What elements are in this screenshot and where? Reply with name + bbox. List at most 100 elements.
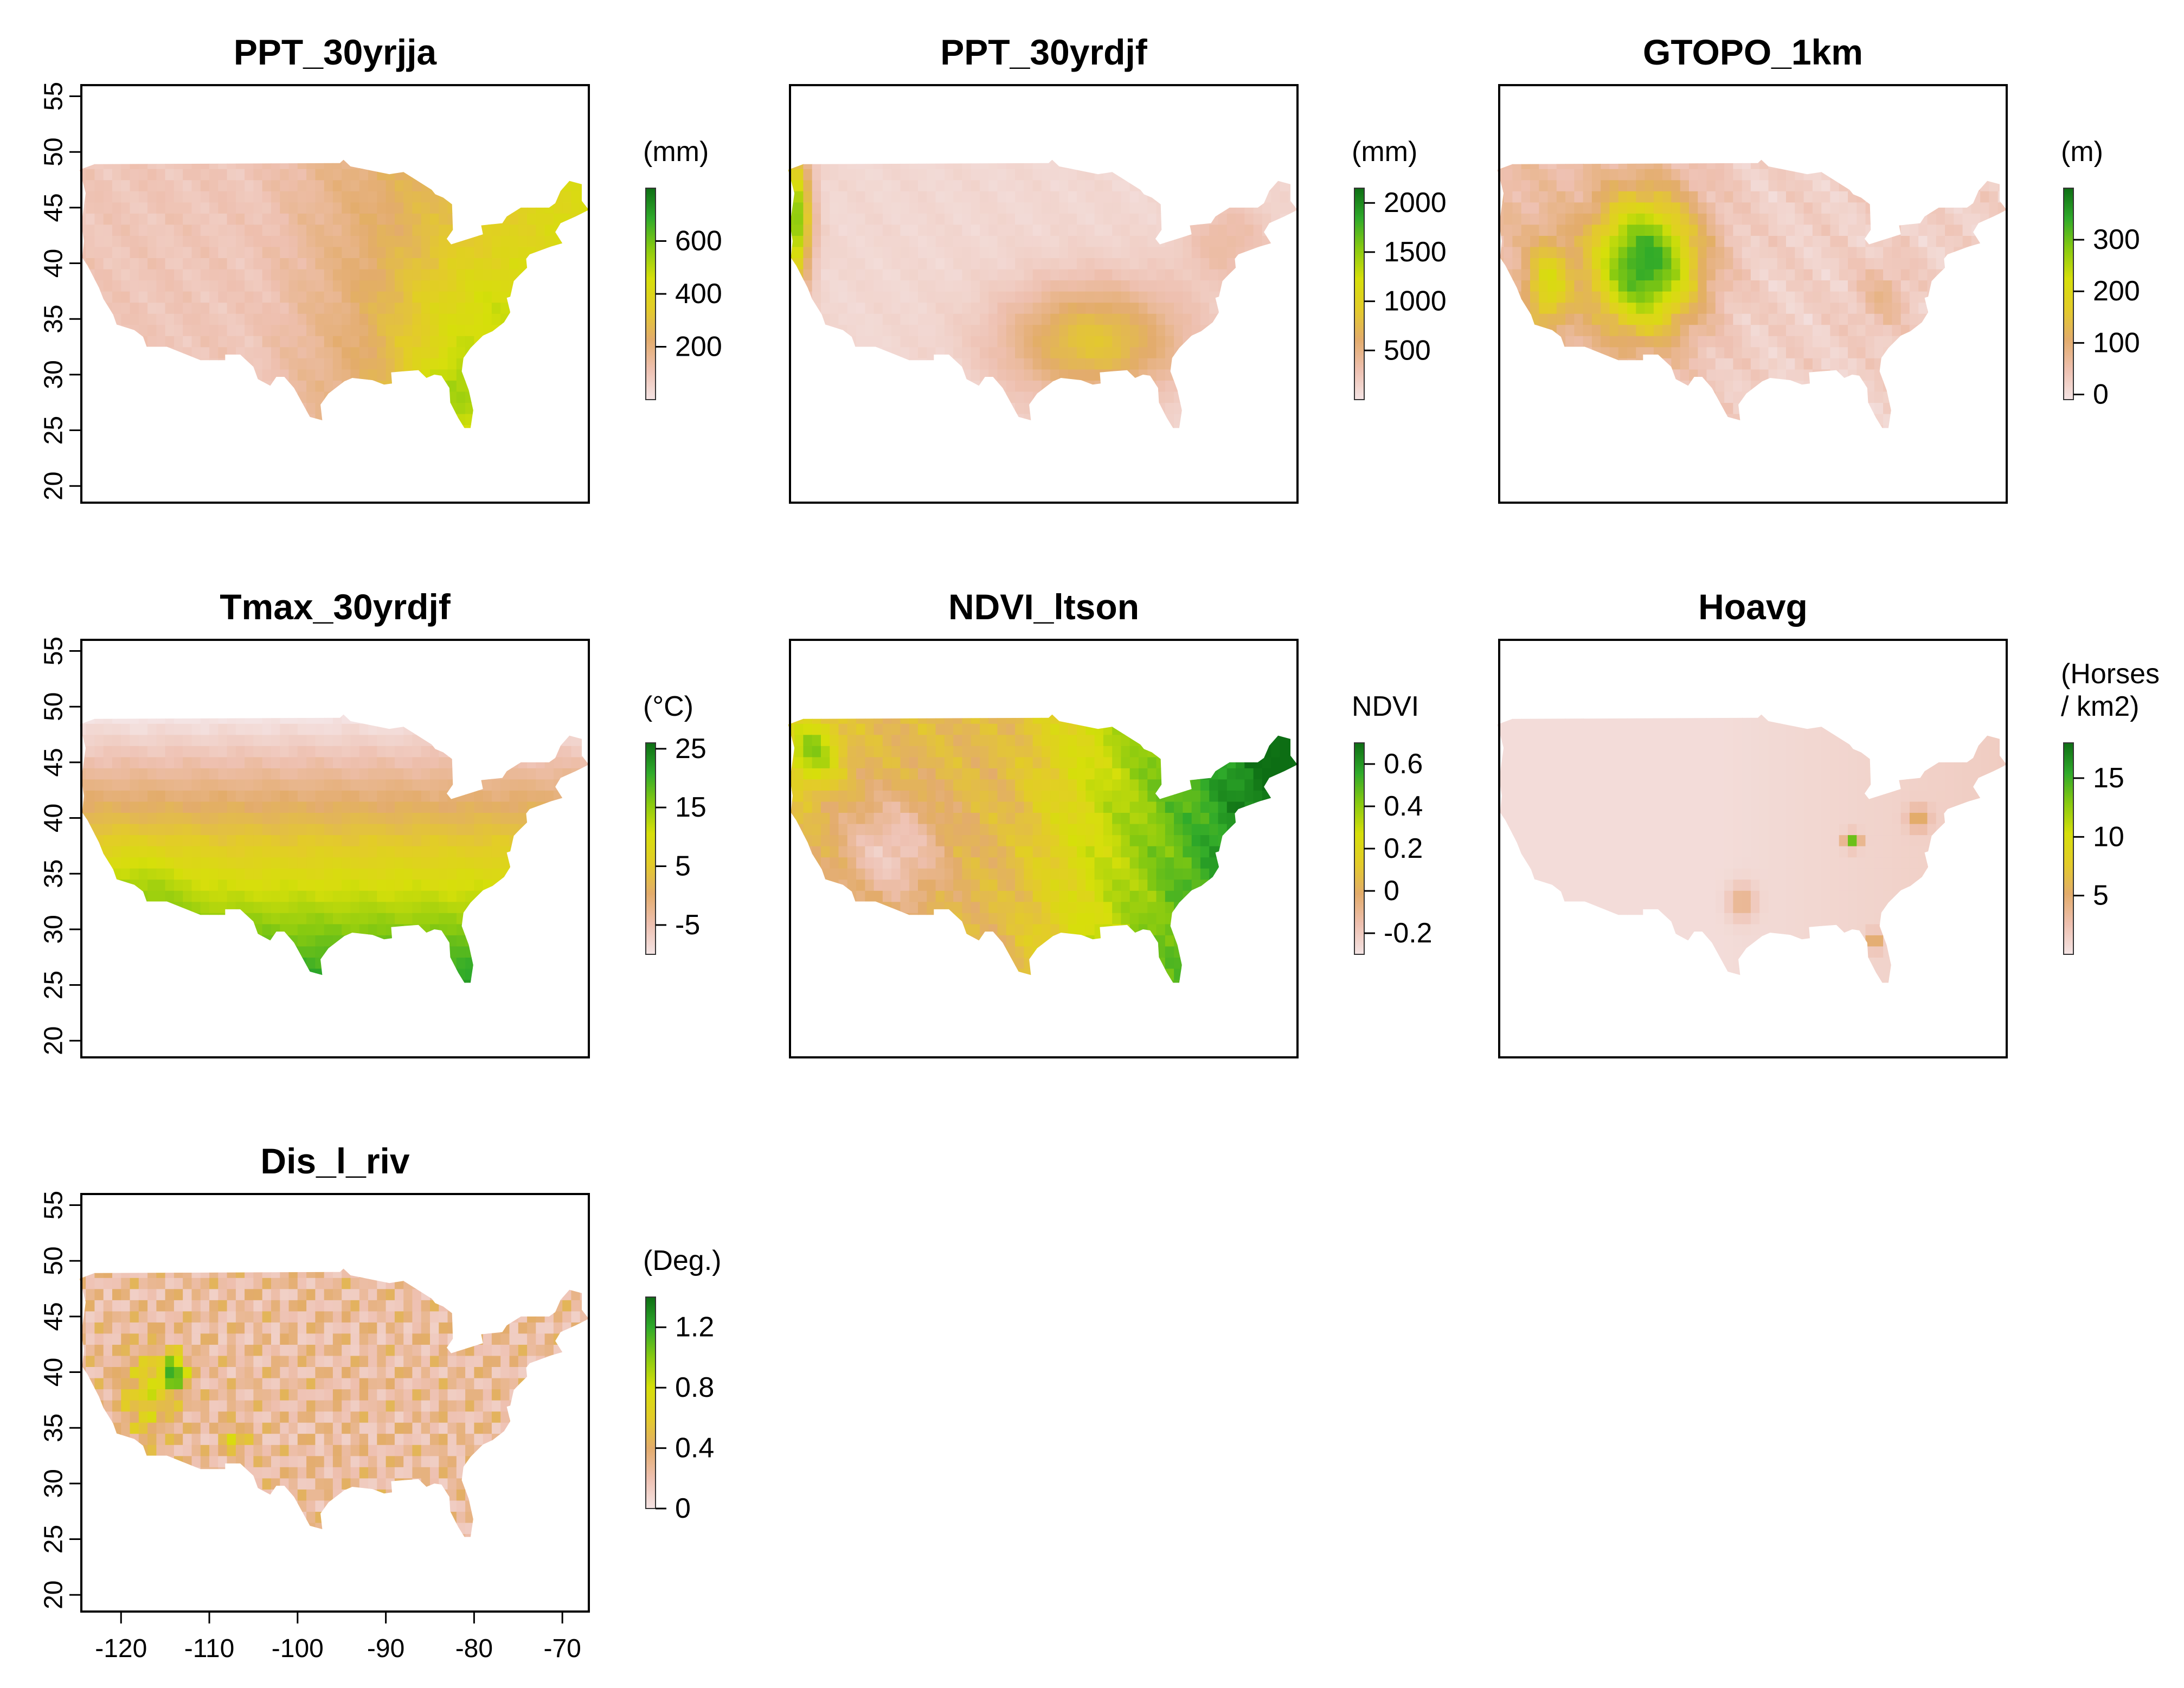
map-cell [803, 258, 813, 269]
map-cell [342, 191, 351, 203]
map-cell [1139, 369, 1148, 381]
map-cell [2007, 425, 2016, 436]
map-cell [1191, 213, 1201, 225]
map-cell [253, 202, 263, 214]
map-cell [138, 714, 148, 724]
map-cell [174, 823, 183, 836]
map-cell [350, 413, 360, 425]
map-cell [1698, 213, 1707, 225]
map-cell [1297, 425, 1307, 436]
map-cell [882, 224, 892, 236]
map-cell [103, 202, 113, 214]
map-cell [856, 159, 866, 169]
map-cell [971, 346, 980, 358]
map-cell [1059, 159, 1069, 169]
map-cell [1512, 224, 1522, 236]
map-cell [1191, 402, 1201, 414]
map-cell [147, 946, 157, 958]
map-cell [1601, 246, 1610, 258]
map-cell [156, 425, 166, 428]
map-cell [1918, 246, 1928, 258]
map-cell [865, 391, 875, 403]
map-cell [1236, 380, 1245, 392]
map-cell [1139, 246, 1148, 258]
map-cell [130, 280, 139, 292]
map-cell [1068, 380, 1077, 392]
map-cell [1777, 336, 1787, 348]
map-cell [1812, 235, 1822, 247]
map-cell [1191, 380, 1201, 392]
map-cell [1191, 313, 1201, 325]
map-cell [1821, 213, 1831, 225]
map-cell [1750, 246, 1760, 258]
map-cell [1980, 224, 1990, 236]
map-cell [456, 235, 466, 247]
map-cell [412, 258, 422, 269]
map-cell [1191, 235, 1201, 247]
map-cell [1618, 302, 1628, 314]
map-cell [1971, 425, 1981, 428]
map-cell [562, 268, 572, 281]
map-cell [262, 302, 272, 314]
map-cell [812, 380, 821, 392]
map-cell [1244, 258, 1254, 269]
map-cell [935, 159, 945, 169]
map-cell [1253, 246, 1263, 258]
map-cell [1945, 425, 1955, 428]
map-cell [1556, 246, 1566, 258]
map-cell [1839, 191, 1848, 203]
map-cell [218, 402, 228, 414]
map-cell [544, 224, 554, 236]
map-cell [359, 224, 369, 236]
map-cell [412, 291, 422, 303]
map-cell [368, 258, 378, 269]
map-cell [1059, 169, 1069, 181]
map-cell [165, 246, 175, 258]
map-cell [94, 179, 104, 191]
map-cell [927, 202, 936, 214]
map-cell [227, 923, 236, 935]
map-cell [1147, 159, 1157, 169]
y-tick-label: 55 [40, 82, 68, 111]
map-cell [386, 425, 395, 428]
map-cell [386, 358, 395, 370]
map-cell [971, 191, 980, 203]
map-cell [1565, 202, 1575, 214]
map-cell [1927, 258, 1937, 269]
map-cell [439, 302, 448, 314]
map-cell [1918, 291, 1928, 303]
map-cell [1271, 224, 1281, 236]
map-cell [962, 213, 972, 225]
map-cell [1662, 280, 1672, 292]
map-cell [245, 935, 254, 947]
map-cell [1271, 268, 1281, 281]
map-cell [209, 768, 219, 780]
map-cell [1244, 224, 1254, 236]
map-cell [86, 923, 95, 935]
map-cell [218, 768, 228, 780]
map-cell [1297, 191, 1307, 202]
map-cell [421, 191, 431, 203]
map-cell [1565, 246, 1575, 258]
map-cell [1244, 324, 1254, 336]
map-cell [456, 313, 466, 325]
map-cell [1547, 324, 1557, 336]
map-cell [1015, 246, 1025, 258]
map-cell [1609, 391, 1619, 403]
map-cell [1918, 258, 1928, 269]
map-cell [483, 425, 492, 428]
map-cell [1174, 268, 1184, 281]
map-cell [1024, 402, 1033, 414]
map-cell [1059, 391, 1069, 403]
map-cell [200, 169, 210, 181]
map-cell [456, 302, 466, 314]
map-cell [332, 246, 342, 258]
map-cell [909, 280, 918, 292]
map-cell [280, 235, 290, 247]
map-cell [589, 414, 598, 425]
map-cell [209, 756, 219, 768]
map-cell [838, 425, 848, 428]
map-cell [130, 768, 139, 780]
map-cell [1574, 358, 1584, 370]
map-cell [94, 302, 104, 314]
